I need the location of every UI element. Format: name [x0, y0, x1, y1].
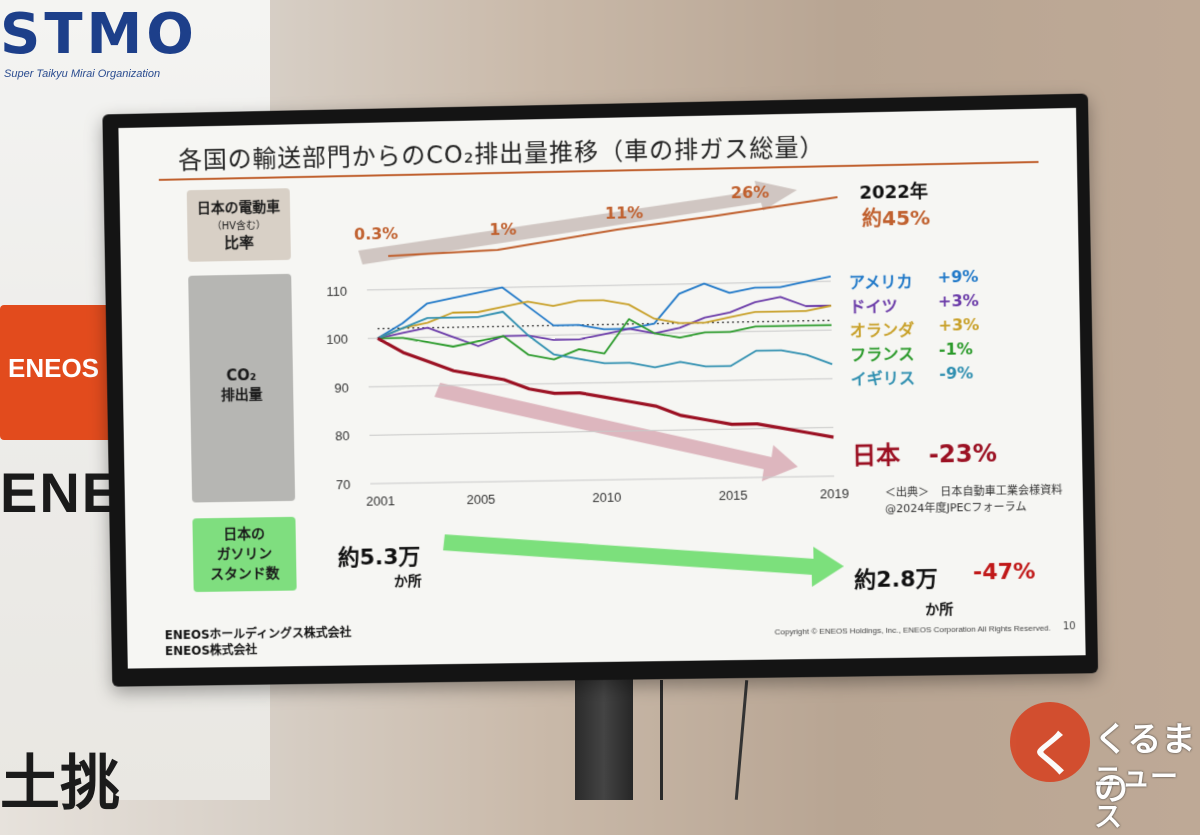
- legend-change: +3%: [938, 291, 979, 311]
- eneos-badge-text: ENEOS: [8, 353, 99, 384]
- ev-final-value: 約45%: [862, 201, 931, 231]
- gridline: [367, 281, 831, 290]
- source-line2: @2024年度JPECフォーラム: [885, 499, 1063, 518]
- ev-ratio-label: 0.3%: [354, 224, 398, 244]
- gas-end-unit: か所: [925, 599, 954, 619]
- x-tick-label: 2005: [466, 492, 495, 507]
- source-line1: ＜出典＞ 日本自動車工業会様資料: [885, 482, 1063, 501]
- legend-country: アメリカ: [849, 272, 913, 292]
- gas-start-value: 約5.3万: [337, 539, 420, 572]
- legend-country: オランダ: [850, 320, 915, 340]
- gas-start-unit: か所: [394, 571, 422, 591]
- bottom-wall-text: 土挑: [0, 735, 120, 822]
- legend-change: -1%: [939, 339, 973, 359]
- cable: [660, 680, 663, 800]
- y-tick-label: 70: [336, 477, 351, 492]
- legend-change: +3%: [938, 315, 979, 335]
- watermark-logo-icon: く: [1010, 702, 1090, 782]
- ev-ratio-label: 11%: [605, 203, 644, 223]
- x-tick-label: 2019: [820, 486, 849, 502]
- legend-country: フランス: [850, 344, 914, 364]
- japan-change: -23%: [929, 439, 998, 468]
- x-tick-label: 2015: [719, 488, 748, 504]
- eneos-badge: ENEOS: [0, 305, 120, 440]
- legend-item-france: フランス -1%: [850, 340, 915, 365]
- gas-end-value: 約2.8万: [854, 561, 938, 594]
- watermark-logo-glyph: く: [1028, 714, 1076, 784]
- slide-screen: 各国の輸送部門からのCO₂排出量推移（車の排ガス総量） 日本の電動車 （HV含む…: [118, 108, 1085, 669]
- reference-line: [378, 320, 832, 328]
- legend-item-netherlands: オランダ +3%: [850, 316, 915, 341]
- y-tick-label: 110: [326, 283, 347, 298]
- source-note: ＜出典＞ 日本自動車工業会様資料 @2024年度JPECフォーラム: [885, 482, 1063, 517]
- footer-company-2: ENEOS株式会社: [165, 641, 258, 659]
- y-tick-label: 80: [335, 429, 350, 444]
- legend-country: イギリス: [850, 368, 915, 388]
- watermark-line2: ニュース: [1094, 755, 1200, 835]
- legend-item-uk: イギリス -9%: [850, 364, 915, 389]
- stmo-logo: STMO: [0, 0, 250, 70]
- footer-company-1: ENEOSホールディングス株式会社: [165, 624, 352, 644]
- x-tick-label: 2001: [366, 493, 395, 508]
- series-line: [377, 315, 832, 362]
- legend-country: ドイツ: [849, 296, 898, 316]
- y-tick-label: 90: [334, 380, 349, 395]
- page-number: 10: [1063, 621, 1076, 632]
- monitor: 各国の輸送部門からのCO₂排出量推移（車の排ガス総量） 日本の電動車 （HV含む…: [102, 94, 1098, 687]
- monitor-stand: [575, 670, 633, 800]
- y-tick-label: 100: [326, 332, 348, 347]
- ev-ratio-label: 26%: [731, 183, 770, 203]
- x-tick-label: 2010: [592, 490, 621, 506]
- cable: [735, 680, 748, 800]
- japan-country: 日本: [852, 441, 901, 470]
- gas-end-change: -47%: [973, 559, 1036, 585]
- gas-station-arrow: [443, 528, 844, 592]
- legend-change: +9%: [937, 267, 978, 287]
- stmo-subtitle: Super Taikyu Mirai Organization: [4, 68, 160, 80]
- legend-change: -9%: [939, 363, 973, 383]
- legend-item-germany: ドイツ +3%: [849, 292, 898, 317]
- ev-ratio-label: 1%: [489, 220, 516, 240]
- gridline: [369, 379, 833, 387]
- legend-item-japan: 日本 -23%: [852, 433, 998, 471]
- legend-item-usa: アメリカ +9%: [849, 268, 913, 293]
- co2-chart: 110 100 90 80 70 2001 2005 2010 2015 2019: [118, 108, 1085, 669]
